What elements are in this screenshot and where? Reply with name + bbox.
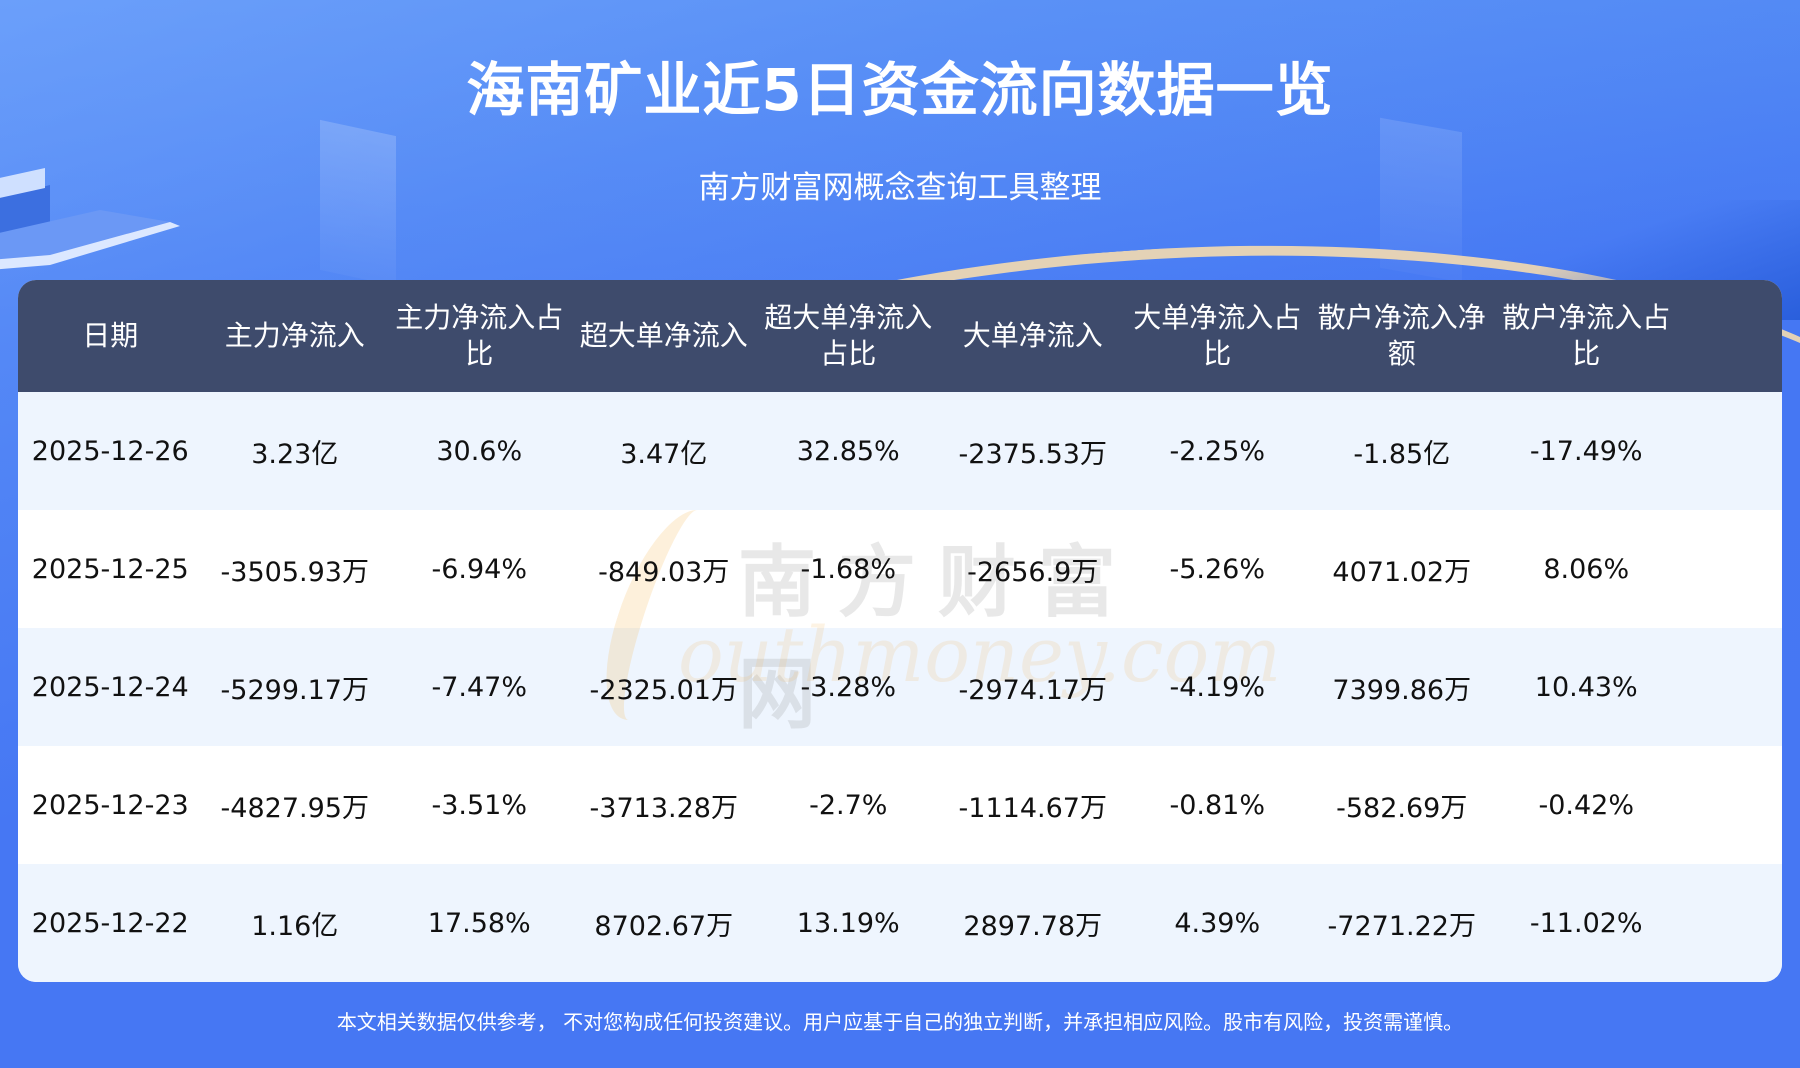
cell-large-ratio: -4.19% bbox=[1169, 671, 1265, 703]
cell-date: 2025-12-23 bbox=[31, 789, 189, 821]
cell-xl-ratio: 32.85% bbox=[796, 435, 900, 467]
cell-xl-inflow: 3.47亿 bbox=[620, 438, 708, 470]
cell-main-ratio: -7.47% bbox=[431, 671, 527, 703]
cell-large-inflow: -2974.17万 bbox=[958, 674, 1107, 706]
cell-main-ratio: -6.94% bbox=[431, 553, 527, 585]
column-header-large-ratio: 大单净流入占比 bbox=[1133, 301, 1302, 370]
cell-large-inflow: -2656.9万 bbox=[967, 556, 1099, 588]
cell-main-ratio: 17.58% bbox=[427, 907, 531, 939]
disclaimer-footer: 本文相关数据仅供参考， 不对您构成任何投资建议。用户应基于自己的独立判断，并承担… bbox=[336, 1010, 1464, 1034]
cell-main-inflow: 3.23亿 bbox=[251, 438, 339, 470]
column-header-retail-ratio: 散户净流入占比 bbox=[1502, 301, 1671, 370]
column-header-main-inflow: 主力净流入 bbox=[224, 319, 365, 352]
cell-retail-ratio: 8.06% bbox=[1543, 553, 1630, 585]
cell-xl-ratio: -3.28% bbox=[800, 671, 896, 703]
table-header: 日期 主力净流入 主力净流入占比 超大单净流入 超大单净流入占比 大单净流入 大… bbox=[18, 280, 1782, 392]
column-header-large-inflow: 大单净流入 bbox=[962, 319, 1103, 352]
cell-large-inflow: 2897.78万 bbox=[963, 910, 1103, 942]
page-title: 海南矿业近5日资金流向数据一览 bbox=[466, 56, 1334, 124]
cell-large-inflow: -1114.67万 bbox=[958, 792, 1107, 824]
cell-retail-ratio: -0.42% bbox=[1538, 789, 1634, 821]
column-header-main-ratio: 主力净流入占比 bbox=[395, 301, 564, 370]
cell-main-ratio: -3.51% bbox=[431, 789, 527, 821]
cell-large-ratio: -2.25% bbox=[1169, 435, 1265, 467]
cell-xl-inflow: -849.03万 bbox=[598, 556, 730, 588]
cell-large-ratio: -5.26% bbox=[1169, 553, 1265, 585]
cell-date: 2025-12-26 bbox=[31, 435, 189, 467]
cell-main-inflow: 1.16亿 bbox=[251, 910, 339, 942]
cell-retail-ratio: 10.43% bbox=[1534, 671, 1638, 703]
table-row: 2025-12-26 3.23亿 30.6% 3.47亿 32.85% -237… bbox=[18, 392, 1782, 510]
cell-retail-ratio: -17.49% bbox=[1529, 435, 1643, 467]
cell-large-ratio: 4.39% bbox=[1174, 907, 1261, 939]
cell-xl-inflow: 8702.67万 bbox=[594, 910, 734, 942]
fund-flow-table: 日期 主力净流入 主力净流入占比 超大单净流入 超大单净流入占比 大单净流入 大… bbox=[18, 280, 1782, 982]
column-header-xl-inflow: 超大单净流入 bbox=[579, 319, 748, 352]
table-row: 2025-12-24 -5299.17万 -7.47% -2325.01万 -3… bbox=[18, 628, 1782, 746]
cell-retail-inflow: 4071.02万 bbox=[1332, 556, 1472, 588]
cell-retail-ratio: -11.02% bbox=[1529, 907, 1643, 939]
cell-date: 2025-12-25 bbox=[31, 553, 189, 585]
cell-main-ratio: 30.6% bbox=[436, 435, 523, 467]
page-subtitle: 南方财富网概念查询工具整理 bbox=[698, 170, 1102, 206]
cell-retail-inflow: 7399.86万 bbox=[1332, 674, 1472, 706]
table-row: 2025-12-22 1.16亿 17.58% 8702.67万 13.19% … bbox=[18, 864, 1782, 982]
cell-xl-inflow: -3713.28万 bbox=[589, 792, 738, 824]
table-row: 2025-12-23 -4827.95万 -3.51% -3713.28万 -2… bbox=[18, 746, 1782, 864]
column-header-retail-inflow: 散户净流入净额 bbox=[1317, 301, 1486, 370]
cell-date: 2025-12-22 bbox=[31, 907, 189, 939]
cell-large-inflow: -2375.53万 bbox=[958, 438, 1107, 470]
cell-xl-ratio: 13.19% bbox=[796, 907, 900, 939]
cell-retail-inflow: -582.69万 bbox=[1336, 792, 1468, 824]
cell-retail-inflow: -7271.22万 bbox=[1327, 910, 1476, 942]
cell-xl-ratio: -2.7% bbox=[809, 789, 888, 821]
table-row: 2025-12-25 -3505.93万 -6.94% -849.03万 -1.… bbox=[18, 510, 1782, 628]
cell-main-inflow: -4827.95万 bbox=[220, 792, 369, 824]
table-body: 2025-12-26 3.23亿 30.6% 3.47亿 32.85% -237… bbox=[18, 392, 1782, 982]
cell-xl-inflow: -2325.01万 bbox=[589, 674, 738, 706]
cell-retail-inflow: -1.85亿 bbox=[1353, 438, 1451, 470]
cell-date: 2025-12-24 bbox=[31, 671, 189, 703]
cell-main-inflow: -5299.17万 bbox=[220, 674, 369, 706]
column-header-date: 日期 bbox=[82, 319, 139, 352]
column-header-xl-ratio: 超大单净流入占比 bbox=[764, 301, 933, 370]
cell-large-ratio: -0.81% bbox=[1169, 789, 1265, 821]
cell-main-inflow: -3505.93万 bbox=[220, 556, 369, 588]
cell-xl-ratio: -1.68% bbox=[800, 553, 896, 585]
building-illustration bbox=[0, 168, 180, 270]
